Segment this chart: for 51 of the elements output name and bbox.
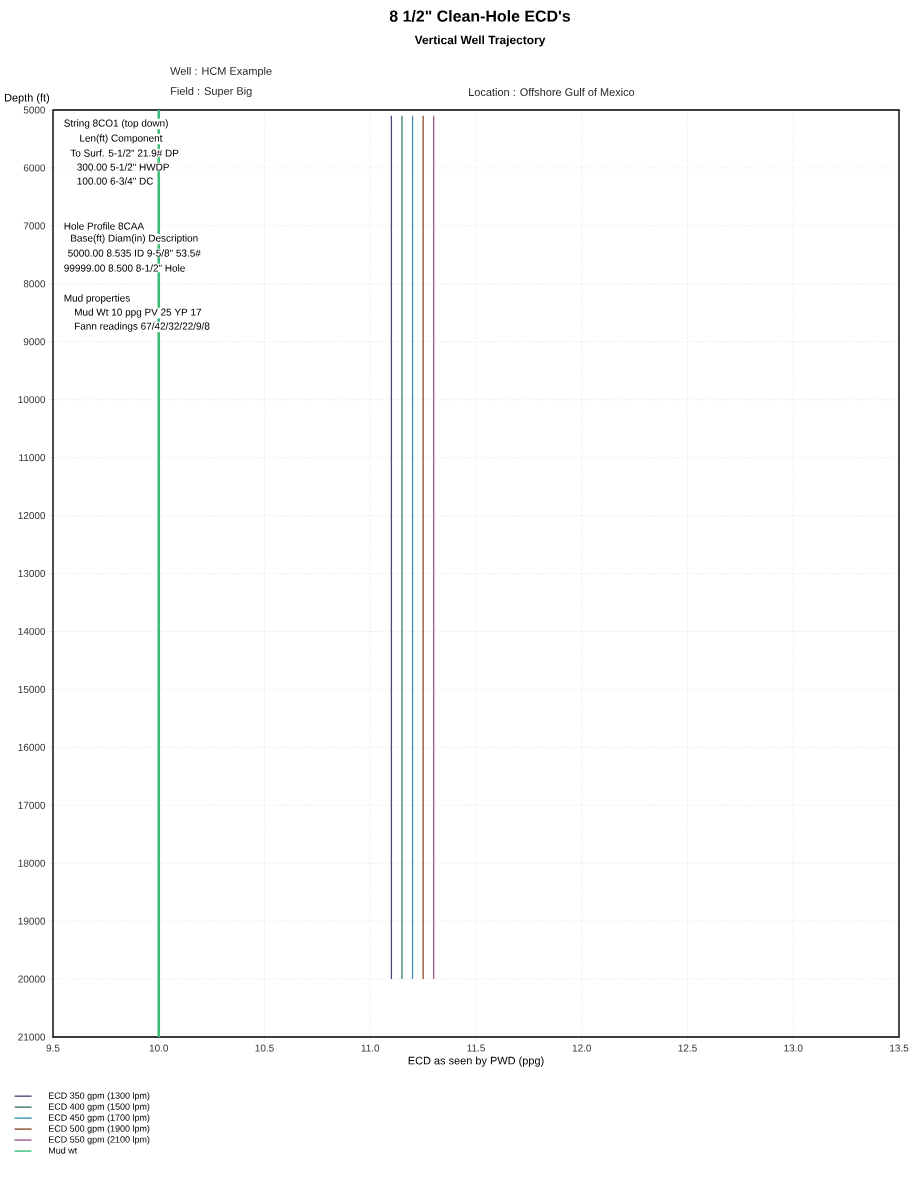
annotation: Base(ft) Diam(in) Description	[71, 234, 198, 244]
y-tick-label: 13000	[18, 569, 46, 578]
annotation: 300.00 5-1/2" HWDP	[77, 163, 169, 171]
legend-label: ECD 450 gpm (1700 lpm)	[49, 1114, 150, 1123]
y-tick-label: 18000	[18, 859, 46, 867]
y-tick-label: 6000	[23, 164, 46, 172]
annotation: 100.00 6-3/4" DC	[77, 177, 154, 185]
y-tick-label: 16000	[18, 743, 46, 751]
text: Field : Super Big	[171, 86, 252, 98]
y-tick-label: 10000	[18, 396, 46, 404]
x-tick-label: 11.0	[361, 1044, 380, 1052]
y-tick-label: 21000	[18, 1033, 46, 1041]
annotation: Fann readings 67/42/32/22/9/8	[75, 322, 210, 332]
legend-label: ECD 500 gpm (1900 lpm)	[49, 1125, 150, 1134]
y-tick-label: 5000	[23, 106, 46, 114]
legend-label: ECD 550 gpm (2100 lpm)	[49, 1136, 150, 1145]
y-tick-label: 20000	[18, 975, 46, 983]
y-tick-label: 11000	[19, 454, 46, 462]
x-tick-label: 11.5	[467, 1044, 485, 1052]
y-tick-label: 7000	[23, 222, 46, 230]
annotation: String 8CO1 (top down)	[64, 119, 168, 129]
chart-title: 8 1/2" Clean-Hole ECD's	[389, 10, 571, 22]
y-tick-label: 14000	[18, 627, 46, 635]
y-tick-label: 8000	[23, 280, 46, 288]
x-axis-title: ECD as seen by PWD (ppg)	[408, 1056, 544, 1067]
text: Location : Offshore Gulf of Mexico	[469, 87, 635, 97]
x-tick-label: 10.0	[149, 1044, 169, 1052]
x-tick-label: 13.0	[784, 1044, 803, 1052]
x-tick-label: 12.0	[572, 1044, 592, 1052]
annotation: Len(ft) Component	[80, 134, 163, 144]
x-tick-label: 9.5	[46, 1044, 60, 1052]
annotation: 99999.00 8.500 8-1/2" Hole	[64, 264, 185, 272]
annotation: 5000.00 8.535 ID 9-5/8" 53.5#	[68, 249, 201, 257]
annotation: To Surf. 5-1/2" 21.9# DP	[70, 149, 179, 157]
annotation: Mud Wt 10 ppg PV 25 YP 17	[75, 308, 202, 318]
y-tick-label: 15000	[18, 685, 46, 693]
annotation: Hole Profile 8CAA	[64, 222, 145, 230]
legend-label: ECD 350 gpm (1300 lpm)	[49, 1092, 150, 1101]
y-axis-title: Depth (ft)	[4, 93, 50, 104]
legend-label: Mud wt	[49, 1147, 78, 1154]
x-tick-label: 10.5	[255, 1044, 274, 1052]
x-tick-label: 13.5	[890, 1044, 909, 1052]
annotation: Mud properties	[64, 294, 130, 304]
legend-label: ECD 400 gpm (1500 lpm)	[49, 1103, 150, 1112]
y-tick-label: 19000	[18, 917, 46, 925]
x-tick-label: 12.5	[678, 1044, 697, 1052]
y-tick-label: 9000	[23, 338, 46, 346]
text: Well : HCM Example	[170, 66, 272, 78]
y-tick-label: 17000	[18, 801, 46, 809]
chart-subtitle: Vertical Well Trajectory	[414, 35, 546, 47]
y-tick-label: 12000	[18, 512, 46, 520]
